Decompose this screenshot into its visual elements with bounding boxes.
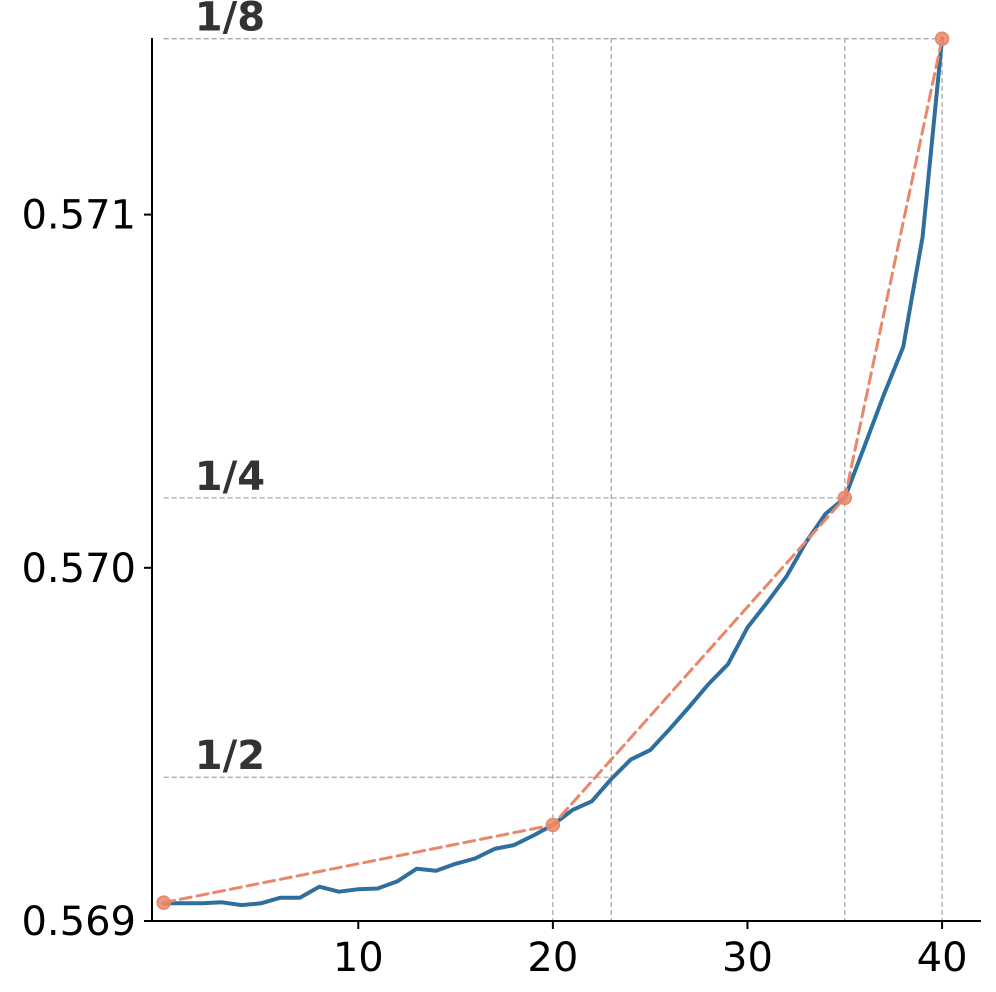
- x-tick-label: 10: [333, 935, 384, 981]
- axes: [151, 38, 981, 922]
- fit-point: [545, 817, 561, 833]
- fit-point: [934, 31, 950, 46]
- reference-label: 1/8: [195, 0, 265, 41]
- y-tick-label: 0.571: [21, 193, 136, 239]
- y-tick-label: 0.569: [21, 899, 136, 945]
- plot-series: [156, 31, 950, 910]
- x-tick-label: 40: [917, 935, 968, 981]
- fit-line: [162, 37, 944, 905]
- reference-lines: [163, 38, 943, 921]
- reference-label: 1/4: [195, 454, 265, 500]
- fit-point: [837, 490, 853, 506]
- fit-point: [156, 895, 171, 910]
- ticks: 10 20 30 40 0.569 0.570 0.571: [21, 193, 967, 981]
- annotations: 1/8 1/4 1/2: [195, 0, 265, 779]
- x-tick-label: 20: [527, 935, 578, 981]
- x-tick-label: 30: [722, 935, 773, 981]
- reference-label: 1/2: [195, 733, 265, 779]
- y-tick-label: 0.570: [21, 546, 136, 592]
